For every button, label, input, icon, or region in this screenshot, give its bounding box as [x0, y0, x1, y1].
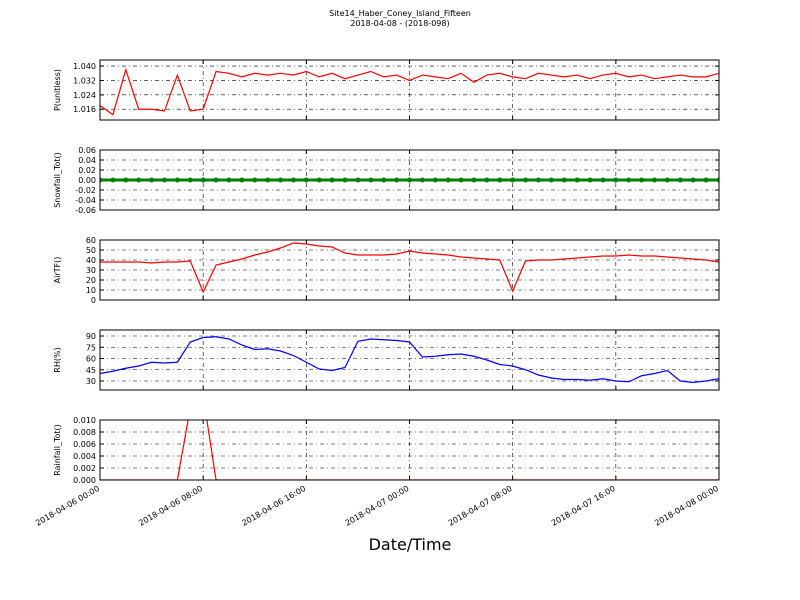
y-tick-label: 40	[86, 256, 96, 265]
data-point	[574, 177, 580, 183]
y-tick-label: 45	[86, 366, 96, 375]
y-tick-label: 20	[86, 276, 96, 285]
x-axis-label: Date/Time	[369, 535, 452, 554]
data-point	[587, 177, 593, 183]
plot-frame	[99, 239, 720, 301]
data-point	[419, 177, 425, 183]
data-point	[471, 177, 477, 183]
data-point	[626, 177, 632, 183]
y-axis-label: AirTF()	[53, 257, 62, 284]
y-tick-label: 75	[86, 343, 96, 352]
data-point	[445, 177, 451, 183]
data-point	[316, 177, 322, 183]
data-point	[100, 177, 103, 183]
data-point	[600, 177, 606, 183]
data-point	[290, 177, 296, 183]
data-point	[123, 177, 129, 183]
data-point	[652, 177, 658, 183]
plot-frame	[99, 59, 720, 121]
data-point	[381, 177, 387, 183]
y-tick-label: -0.02	[75, 186, 96, 195]
data-line	[100, 242, 719, 294]
data-point	[484, 177, 490, 183]
data-point	[252, 177, 258, 183]
data-point	[548, 177, 554, 183]
plot-frame	[99, 329, 720, 391]
y-tick-label: 0.02	[78, 166, 96, 175]
y-tick-label: 0	[91, 296, 96, 305]
y-tick-label: 0.004	[73, 452, 96, 461]
y-axis-label: P(unitless)	[53, 69, 62, 111]
data-point	[187, 177, 193, 183]
data-point	[303, 177, 309, 183]
data-point	[716, 177, 719, 183]
data-point	[613, 177, 619, 183]
data-point	[664, 177, 670, 183]
data-point	[329, 177, 335, 183]
y-tick-label: 0.000	[73, 476, 96, 485]
data-point	[523, 177, 529, 183]
data-point	[149, 177, 155, 183]
data-point	[278, 177, 284, 183]
data-point	[703, 177, 709, 183]
y-tick-label: 90	[86, 332, 96, 341]
data-point	[639, 177, 645, 183]
data-point	[342, 177, 348, 183]
y-tick-label: 0.00	[78, 176, 96, 185]
y-axis-label: RH(%)	[53, 347, 62, 372]
data-point	[394, 177, 400, 183]
y-tick-label: 10	[86, 286, 96, 295]
y-axis-label: Rainfall_Tot()	[53, 424, 62, 476]
data-point	[110, 177, 116, 183]
plot-frame	[99, 149, 720, 211]
data-point	[200, 177, 206, 183]
y-tick-label: 0.010	[73, 416, 96, 425]
y-tick-label: 30	[86, 266, 96, 275]
y-tick-label: 30	[86, 377, 96, 386]
chart-title: Site14_Haber_Coney_Island_Fifteen	[329, 9, 471, 18]
y-tick-label: 50	[86, 246, 96, 255]
y-tick-label: -0.06	[75, 206, 96, 215]
data-point	[432, 177, 438, 183]
data-point	[407, 177, 412, 183]
y-tick-label: 0.04	[78, 156, 96, 165]
y-tick-label: 1.040	[73, 62, 96, 71]
data-point	[213, 177, 219, 183]
data-point	[355, 177, 361, 183]
data-point	[510, 177, 516, 183]
data-point	[690, 177, 696, 183]
data-point	[677, 177, 683, 183]
y-tick-label: -0.04	[75, 196, 96, 205]
data-point	[265, 177, 271, 183]
data-point	[226, 177, 232, 183]
data-point	[161, 177, 167, 183]
data-point	[136, 177, 142, 183]
y-tick-label: 1.032	[73, 76, 96, 85]
data-point	[458, 177, 464, 183]
y-tick-label: 1.016	[73, 105, 96, 114]
y-tick-label: 0.006	[73, 440, 96, 449]
plot-frame	[99, 419, 720, 481]
data-point	[535, 177, 541, 183]
data-point	[497, 177, 503, 183]
data-point	[174, 177, 180, 183]
data-line	[100, 67, 719, 116]
y-axis-label: Snowfall_Tot()	[53, 152, 62, 208]
y-tick-label: 0.06	[78, 146, 96, 155]
y-tick-label: 1.024	[73, 91, 96, 100]
data-point	[561, 177, 567, 183]
y-tick-label: 60	[86, 236, 96, 245]
y-tick-label: 0.008	[73, 428, 96, 437]
data-point	[368, 177, 374, 183]
y-tick-label: 60	[86, 355, 96, 364]
data-line	[100, 336, 719, 384]
y-tick-label: 0.002	[73, 464, 96, 473]
chart-subtitle: 2018-04-08 - (2018-098)	[350, 19, 449, 28]
data-point	[239, 177, 245, 183]
